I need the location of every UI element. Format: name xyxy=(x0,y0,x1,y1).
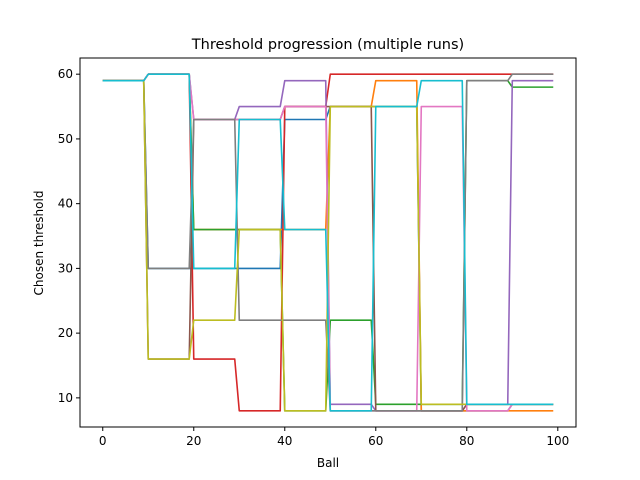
x-tick-label: 80 xyxy=(459,434,474,448)
y-tick-label: 10 xyxy=(58,391,73,405)
x-axis-label: Ball xyxy=(317,456,339,470)
y-tick-label: 30 xyxy=(58,261,73,275)
y-tick-label: 20 xyxy=(58,326,73,340)
x-tick-label: 20 xyxy=(186,434,201,448)
x-tick-label: 0 xyxy=(99,434,107,448)
x-axis: 0 20 40 60 80 100 xyxy=(99,427,569,448)
x-tick-label: 60 xyxy=(368,434,383,448)
y-axis-label: Chosen threshold xyxy=(32,191,46,296)
series-layer xyxy=(102,73,554,412)
y-tick-label: 60 xyxy=(58,67,73,81)
series-line-8 xyxy=(102,73,554,412)
plot-frame xyxy=(79,57,577,428)
y-tick-label: 40 xyxy=(58,197,73,211)
x-tick-label: 100 xyxy=(546,434,569,448)
y-axis: 10 20 30 40 50 60 xyxy=(58,67,80,405)
chart-title: Threshold progression (multiple runs) xyxy=(191,37,464,53)
x-tick-label: 40 xyxy=(277,434,292,448)
series-line-10 xyxy=(102,73,554,412)
y-tick-label: 50 xyxy=(58,132,73,146)
